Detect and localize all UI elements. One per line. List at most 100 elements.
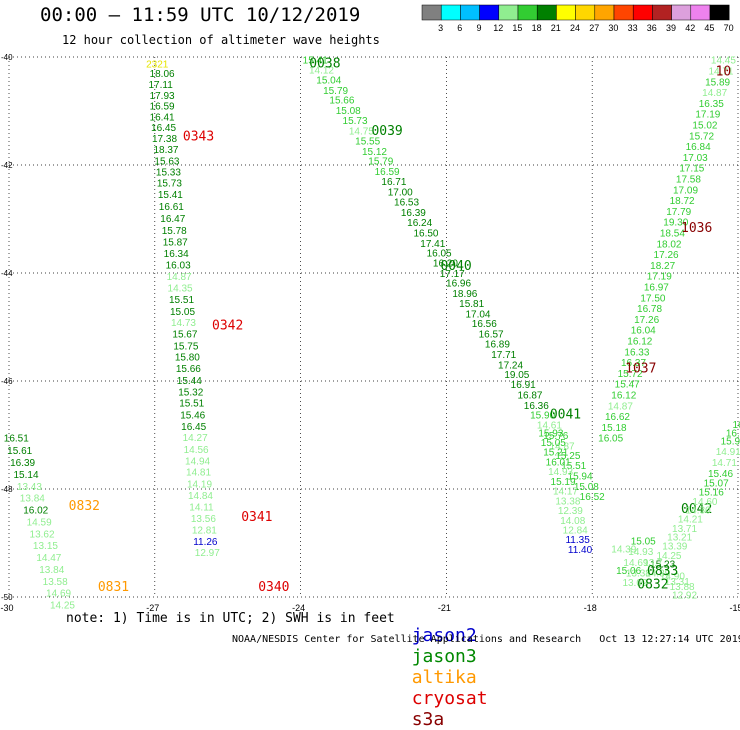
wave-height-point: 15.32 (178, 387, 203, 398)
wave-height-point: 16.91 (511, 380, 536, 391)
pass-time-label: 0833 (647, 564, 678, 579)
pass-time-label: 0039 (371, 124, 402, 139)
scale-label: 33 (628, 23, 638, 33)
wave-height-point: 16.05 (427, 248, 452, 259)
scale-label: 21 (551, 23, 561, 33)
scale-label: 3 (438, 23, 443, 33)
wave-height-point: 15.33 (156, 167, 181, 178)
wave-height-point: 13.15 (33, 541, 58, 552)
pass-time-label: 0831 (98, 580, 129, 595)
wave-height-point: 14.90 (660, 571, 685, 582)
wave-height-point: 14.84 (188, 491, 213, 502)
wave-height-point: 14.39 (645, 569, 670, 580)
wave-height-point: 15.75 (173, 341, 198, 352)
wave-height-point: 16.59 (150, 102, 175, 113)
wave-height-point: 16.01 (546, 457, 571, 468)
wave-height-point: 15.90 (530, 410, 555, 421)
wave-height-point: 13.84 (39, 565, 64, 576)
wave-height-point: 15.72 (689, 131, 714, 142)
wave-height-point: 15.46 (708, 469, 733, 480)
wave-height-point: 16.97 (644, 283, 669, 294)
wave-height-point: 16.56 (472, 319, 497, 330)
scale-label: 9 (476, 23, 481, 33)
scale-label: 30 (608, 23, 618, 33)
wave-height-point: 14.25 (656, 551, 681, 562)
wave-height-point: 16.12 (611, 391, 636, 402)
scale-label: 45 (704, 23, 714, 33)
wave-height-point: 15.79 (368, 157, 393, 168)
wave-height-point: 14.71 (712, 458, 737, 469)
wave-height-point: 14.81 (186, 468, 211, 479)
wave-height-point: 14.45 (711, 56, 736, 67)
scale-swatch (709, 4, 730, 21)
wave-height-point: 17.09 (673, 185, 698, 196)
pass-time-label: 1037 (625, 362, 656, 377)
scale-label: 39 (666, 23, 676, 33)
wave-height-point: 15.61 (7, 446, 32, 457)
y-tick-label: -40 (1, 53, 13, 62)
x-tick-label: -24 (292, 603, 305, 613)
pass-time-label: 0832 (637, 578, 668, 593)
wave-height-point: 17.26 (654, 250, 679, 261)
pass-time-label: 0341 (241, 510, 272, 525)
wave-height-point: 18.72 (670, 196, 695, 207)
scale-label: 6 (457, 23, 462, 33)
wave-height-point: 14.93 (548, 467, 573, 478)
wave-height-point: 17.17 (440, 269, 465, 280)
wave-height-point: 14.87 (702, 88, 727, 99)
wave-height-point: 14.25 (50, 601, 75, 612)
wave-height-point: 11.40 (568, 545, 593, 556)
x-tick-label: -21 (438, 603, 451, 613)
wave-height-point: 2321 (146, 59, 169, 70)
wave-height-point: 12.39 (558, 506, 583, 517)
wave-height-point: 15.08 (574, 482, 599, 493)
wave-height-point: 16.35 (699, 99, 724, 110)
wave-height-point: 14.30 (686, 506, 711, 517)
scale-label: 27 (589, 23, 599, 33)
wave-height-point: 15.06 (616, 566, 641, 577)
wave-height-point: 17.00 (388, 187, 413, 198)
wave-height-point: 16.96 (446, 279, 471, 290)
wave-height-point: 13.43 (17, 482, 42, 493)
scale-label: 36 (647, 23, 657, 33)
scale-label: 24 (570, 23, 580, 33)
wave-height-point: 17.24 (498, 360, 523, 371)
wave-height-point: 18.02 (656, 239, 681, 250)
wave-height-point: 17.15 (679, 164, 704, 175)
wave-height-point: 15.41 (158, 190, 183, 201)
wave-height-point: 15.67 (172, 329, 197, 340)
wave-height-point: 16.39 (10, 458, 35, 469)
wave-height-point: 15.87 (163, 238, 188, 249)
wave-height-point: 14.11 (189, 502, 214, 513)
wave-height-point: 18.54 (660, 229, 685, 240)
wave-height-point: 14.94 (185, 456, 210, 467)
wave-height-point: 17.11 (148, 80, 173, 91)
wave-height-point: 17.19 (647, 272, 672, 283)
wave-height-point: 16.34 (164, 249, 189, 260)
wave-height-point: 18.37 (153, 145, 178, 156)
wave-height-point: 14.60 (692, 497, 717, 508)
wave-height-point: 16.50 (413, 229, 438, 240)
wave-height-point: 12.81 (192, 526, 217, 537)
pass-time-label: 0343 (183, 129, 214, 144)
wave-height-point: 13.88 (670, 582, 695, 593)
wave-height-point: 15.14 (13, 470, 38, 481)
wave-height-point: 15.66 (329, 96, 354, 107)
x-tick-label: -18 (584, 603, 597, 613)
wave-height-point: 16.78 (637, 304, 662, 315)
scale-label: 15 (512, 23, 522, 33)
wave-height-point: 16.87 (517, 391, 542, 402)
pass-time-label: 10 (716, 65, 732, 80)
x-tick-label: -15 (729, 603, 740, 613)
wave-height-point: 14.87 (167, 272, 192, 283)
wave-height-point: 14.08 (560, 516, 585, 527)
wave-height-point: 14.93 (628, 547, 653, 558)
wave-height-point: 14.87 (608, 401, 633, 412)
wave-height-point: 14.75 (349, 126, 374, 137)
wave-height-point: 16.61 (159, 202, 184, 213)
wave-height-point: 17.71 (491, 350, 516, 361)
wave-height-point: 13.38 (555, 496, 580, 507)
wave-height-point: 17.26 (634, 315, 659, 326)
scale-label: 42 (685, 23, 695, 33)
